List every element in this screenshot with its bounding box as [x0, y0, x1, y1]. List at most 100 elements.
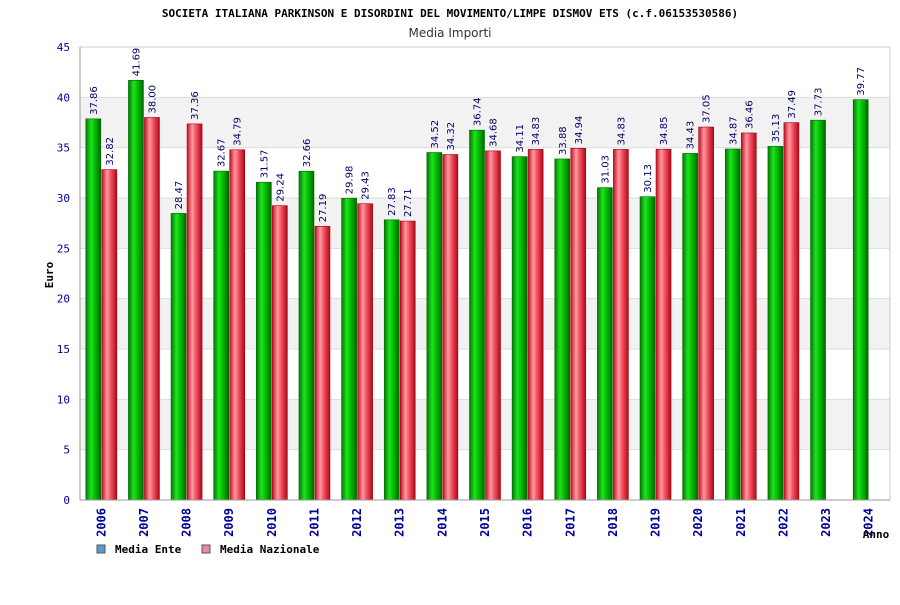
data-labels: 37.86 32.82 41.69 38.00 28.47 37.36 32.67 34.79… [89, 48, 867, 223]
y-tick-label: 10 [57, 393, 70, 406]
x-tick-label: 2021 [734, 508, 748, 537]
data-label: 30.13 [643, 164, 654, 193]
bar-media-ente-2008 [170, 213, 187, 501]
data-label: 34.83 [616, 117, 627, 146]
data-label: 34.52 [430, 120, 441, 149]
bar-media-ente-2013 [383, 219, 400, 501]
x-tick-label: 2015 [478, 508, 492, 537]
bar-media-ente-2024 [852, 99, 869, 501]
data-label: 39.77 [856, 67, 867, 96]
data-label: 31.03 [600, 155, 611, 184]
bar-media-ente-2015 [469, 129, 485, 501]
bar-media-nazionale-2022 [783, 122, 800, 501]
bar-media-ente-2019 [639, 196, 656, 501]
data-label: 34.11 [515, 124, 526, 153]
y-tick-label: 15 [57, 343, 70, 356]
legend-label-media-ente: Media Ente [115, 543, 182, 556]
x-tick-label: 2016 [521, 508, 535, 537]
data-label: 37.49 [787, 90, 798, 119]
bar-media-nazionale-2018 [613, 149, 629, 501]
data-label: 32.66 [302, 139, 313, 168]
bar-media-nazionale-2012 [357, 203, 373, 501]
y-tick-label: 40 [57, 91, 70, 104]
y-tick-label: 5 [63, 444, 70, 457]
legend-swatch-media-ente [96, 544, 106, 554]
data-label: 34.85 [659, 117, 670, 146]
x-tick-label: 2018 [606, 508, 620, 537]
bar-media-ente-2023 [810, 119, 826, 501]
bar-media-nazionale-2019 [655, 148, 672, 501]
data-label: 27.71 [403, 188, 414, 217]
x-tick-label: 2011 [307, 508, 321, 537]
bar-media-nazionale-2020 [698, 126, 714, 501]
x-tick-label: 2009 [222, 508, 236, 537]
data-label: 27.19 [318, 194, 329, 223]
x-tick-label: 2024 [862, 508, 876, 537]
data-label: 34.68 [489, 118, 500, 147]
x-axis-label: Anno [863, 528, 890, 541]
bar-media-ente-2020 [682, 153, 698, 501]
data-label: 34.83 [531, 117, 542, 146]
y-axis-label: Euro [43, 261, 56, 288]
bar-media-ente-2021 [724, 148, 741, 501]
data-label: 35.13 [771, 114, 782, 143]
x-tick-label: 2014 [435, 508, 449, 537]
data-label: 37.05 [702, 94, 713, 123]
data-label: 37.73 [814, 88, 825, 117]
bar-media-nazionale-2017 [570, 147, 587, 501]
data-label: 34.79 [233, 117, 244, 146]
bar-media-ente-2011 [298, 170, 315, 501]
bar-media-ente-2017 [554, 158, 571, 501]
x-tick-label: 2007 [137, 508, 151, 537]
bar-media-ente-2009 [213, 170, 230, 501]
legend-swatch-media-nazionale [201, 544, 211, 554]
data-label: 36.46 [744, 100, 755, 129]
bar-media-nazionale-2013 [399, 220, 416, 501]
bar-media-ente-2014 [426, 152, 443, 501]
x-tick-label: 2019 [649, 508, 663, 537]
bar-media-ente-2012 [341, 197, 357, 501]
x-tick-label: 2023 [819, 508, 833, 537]
bar-media-nazionale-2010 [272, 205, 288, 501]
bar-media-nazionale-2015 [485, 150, 501, 501]
y-tick-label: 35 [57, 142, 70, 155]
bar-media-ente-2007 [128, 80, 144, 501]
data-label: 29.24 [275, 173, 286, 202]
bar-media-ente-2022 [767, 146, 784, 501]
data-label: 34.87 [728, 116, 739, 145]
legend: Media Ente Media Nazionale [96, 543, 320, 556]
chart-subtitle: Media Importi [408, 26, 491, 40]
data-label: 32.82 [105, 137, 116, 166]
data-label: 28.47 [174, 181, 185, 210]
x-tick-label: 2010 [265, 508, 279, 537]
bar-media-nazionale-2007 [144, 117, 160, 501]
y-tick-label: 25 [57, 242, 70, 255]
y-axis-ticks: 0 5 10 15 20 25 30 35 40 45 [57, 41, 70, 507]
x-tick-label: 2017 [563, 508, 577, 537]
bar-media-nazionale-2014 [442, 154, 459, 501]
bar-media-ente-2006 [85, 118, 102, 501]
data-label: 32.67 [217, 138, 228, 167]
y-tick-label: 0 [63, 494, 70, 507]
grid-band [80, 47, 890, 98]
x-tick-label: 2008 [180, 508, 194, 537]
data-label: 29.43 [361, 171, 372, 200]
data-label: 34.94 [574, 116, 585, 145]
y-tick-label: 45 [57, 41, 70, 54]
x-tick-label: 2012 [350, 508, 364, 537]
bar-media-nazionale-2009 [229, 149, 246, 501]
data-label: 37.86 [89, 86, 100, 115]
y-tick-label: 30 [57, 192, 70, 205]
data-label: 38.00 [147, 85, 158, 114]
data-label: 34.32 [446, 122, 457, 151]
data-label: 29.98 [345, 166, 356, 195]
chart-title: SOCIETA ITALIANA PARKINSON E DISORDINI D… [162, 7, 738, 20]
bar-media-nazionale-2021 [740, 132, 757, 501]
bar-media-ente-2018 [597, 187, 613, 501]
data-label: 31.57 [259, 150, 270, 179]
data-label: 36.74 [473, 98, 484, 127]
data-label: 34.43 [686, 121, 697, 150]
y-tick-label: 20 [57, 293, 70, 306]
